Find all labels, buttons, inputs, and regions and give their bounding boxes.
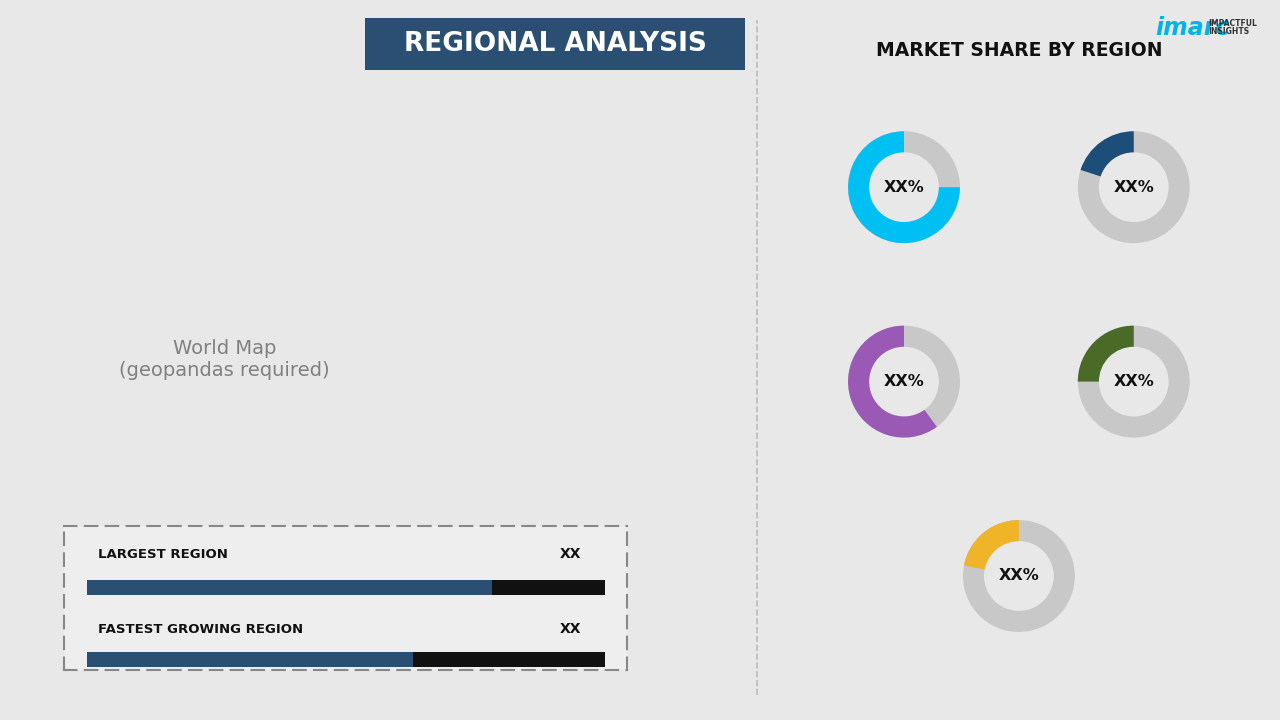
Wedge shape xyxy=(1078,325,1134,382)
Text: XX%: XX% xyxy=(998,569,1039,583)
Wedge shape xyxy=(1078,325,1189,438)
Wedge shape xyxy=(963,520,1075,632)
Text: XX%: XX% xyxy=(1114,180,1155,194)
Text: XX: XX xyxy=(561,622,581,636)
Wedge shape xyxy=(1080,131,1134,176)
FancyBboxPatch shape xyxy=(87,580,492,595)
Wedge shape xyxy=(849,131,960,243)
Text: XX%: XX% xyxy=(1114,374,1155,389)
Text: FASTEST GROWING REGION: FASTEST GROWING REGION xyxy=(97,623,303,636)
Text: IMPACTFUL: IMPACTFUL xyxy=(1208,19,1257,29)
Text: World Map
(geopandas required): World Map (geopandas required) xyxy=(119,340,330,380)
Wedge shape xyxy=(849,325,937,438)
Text: XX%: XX% xyxy=(883,374,924,389)
Text: XX%: XX% xyxy=(883,180,924,194)
FancyBboxPatch shape xyxy=(365,18,745,70)
Text: INSIGHTS: INSIGHTS xyxy=(1208,27,1249,37)
Text: MARKET SHARE BY REGION: MARKET SHARE BY REGION xyxy=(876,41,1162,60)
Wedge shape xyxy=(849,131,960,243)
FancyBboxPatch shape xyxy=(87,652,413,667)
Text: imarc: imarc xyxy=(1155,16,1229,40)
Text: XX: XX xyxy=(561,547,581,562)
Text: REGIONAL ANALYSIS: REGIONAL ANALYSIS xyxy=(403,31,707,57)
Wedge shape xyxy=(1078,131,1189,243)
Wedge shape xyxy=(964,520,1019,570)
FancyBboxPatch shape xyxy=(492,580,604,595)
FancyBboxPatch shape xyxy=(413,652,604,667)
Wedge shape xyxy=(849,325,960,438)
Text: LARGEST REGION: LARGEST REGION xyxy=(97,548,228,561)
